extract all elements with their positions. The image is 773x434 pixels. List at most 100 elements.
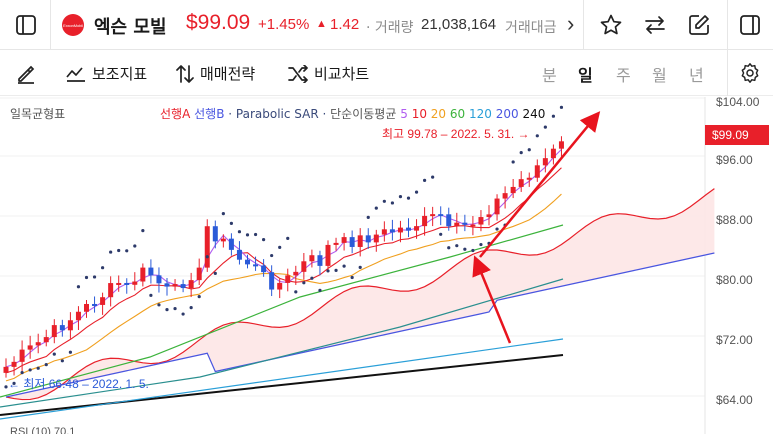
legend-ma-10: 10 — [411, 107, 427, 121]
psar-dot — [221, 212, 225, 216]
volume-label: · 거래량 — [366, 20, 414, 36]
candle-body — [454, 222, 460, 227]
psar-dot — [439, 232, 443, 236]
aux-indicator-button[interactable]: 보조지표 — [66, 63, 147, 84]
candle-body — [414, 226, 420, 231]
psar-dot — [92, 275, 97, 279]
period-month[interactable]: 월 — [652, 66, 667, 85]
price: $99.09 — [186, 11, 251, 34]
candle-body — [84, 303, 89, 312]
compare-chart-button[interactable]: 비교차트 — [288, 63, 369, 84]
current-price-tag: $99.09 — [705, 125, 769, 145]
candle-body — [518, 179, 524, 187]
psar-dot — [310, 276, 314, 280]
amount-label: 거래대금 — [505, 20, 557, 36]
candle-body — [325, 244, 331, 266]
candle-body — [317, 255, 323, 266]
candle-body — [43, 337, 49, 343]
settings-gear-icon[interactable] — [738, 61, 762, 85]
period-week[interactable]: 주 — [616, 66, 631, 85]
candle-body — [75, 311, 81, 321]
candle-body — [365, 235, 371, 243]
psar-dot — [60, 359, 64, 363]
low-price-label: ← 최저 66.48 – 2022. 1. 5. — [8, 377, 149, 391]
sidebar-toggle-icon[interactable] — [14, 13, 38, 37]
psar-dot — [358, 265, 362, 269]
senkou-b-line — [5, 252, 715, 398]
chart-canvas[interactable] — [0, 97, 773, 434]
psar-dot — [447, 246, 451, 250]
legend-ma-label: 단순이동평균 — [330, 107, 397, 121]
psar-dot — [149, 293, 153, 297]
drawing-pen-icon[interactable] — [14, 61, 38, 85]
chart-legend: 선행A 선행B · Parabolic SAR · 단순이동평균 5 10 20… — [160, 105, 545, 122]
candle-body — [349, 237, 355, 247]
psar-dot — [44, 362, 48, 367]
psar-dot — [431, 175, 435, 179]
candle-body — [285, 275, 291, 283]
change-up-icon: ▲ — [316, 18, 327, 30]
candle-body — [397, 227, 403, 233]
senkou-a-line — [5, 188, 715, 401]
psar-dot — [278, 245, 282, 250]
panel-toggle-icon[interactable] — [738, 13, 762, 37]
strategy-button[interactable]: 매매전략 — [176, 63, 255, 84]
psar-dot — [173, 306, 177, 311]
candle-body — [438, 214, 444, 217]
psar-dot — [68, 350, 72, 354]
period-year[interactable]: 년 — [689, 66, 704, 85]
candle-body — [486, 214, 492, 218]
psar-dot — [559, 105, 564, 109]
rsi-label: RSI (10) 70.1 — [10, 426, 76, 434]
ma-5-line — [5, 148, 562, 368]
psar-dot — [350, 275, 354, 280]
volume-value: 21,038,164 — [421, 16, 497, 33]
indicator-name: 일목균형표 — [10, 107, 66, 121]
star-icon[interactable] — [598, 12, 624, 38]
change-absolute: 1.42 — [330, 16, 360, 33]
more-arrow-icon[interactable]: › — [567, 11, 575, 36]
candle-body — [389, 229, 395, 233]
psar-dot — [237, 230, 242, 234]
edit-note-icon[interactable] — [686, 12, 712, 38]
psar-dot — [205, 255, 209, 259]
candle-body — [277, 282, 283, 290]
psar-dot — [414, 190, 419, 194]
indicator-chart-icon — [66, 66, 85, 82]
psar-dot — [84, 275, 89, 280]
candle-body — [3, 366, 9, 373]
psar-dot — [455, 244, 459, 248]
psar-dot — [141, 228, 145, 233]
strategy-label: 매매전략 — [200, 65, 256, 83]
chart-toolbar: 보조지표 매매전략 비교차트 분 일 주 월 년 — [0, 50, 773, 96]
psar-dot — [495, 227, 499, 231]
psar-dot — [181, 312, 185, 316]
psar-dot — [117, 248, 121, 253]
psar-dot — [101, 266, 105, 270]
price-chart[interactable]: 일목균형표 선행A 선행B · Parabolic SAR · 단순이동평균 5… — [0, 97, 773, 434]
trend-arrow-up — [479, 111, 601, 258]
candle-body — [204, 226, 210, 268]
candle-body — [67, 320, 73, 331]
psar-dot — [213, 271, 217, 275]
shuffle-icon — [288, 64, 308, 83]
high-price-label: 최고 99.78 – 2022. 5. 31. → — [382, 127, 530, 141]
psar-dot — [4, 385, 8, 389]
candle-body — [35, 342, 41, 346]
period-day[interactable]: 일 — [578, 66, 593, 85]
period-minute[interactable]: 분 — [542, 66, 557, 85]
psar-dot — [270, 253, 274, 258]
exxonmobil-logo: ExxonMobil — [62, 14, 84, 36]
candle-body — [164, 283, 170, 287]
candle-body — [430, 214, 436, 217]
legend-senkou-a: 선행A — [160, 107, 191, 121]
psar-dot — [36, 366, 40, 370]
legend-ma-240: 240 — [522, 107, 546, 121]
legend-senkou-b: 선행B — [194, 107, 225, 121]
psar-dot — [479, 242, 483, 247]
swap-arrows-icon[interactable] — [642, 12, 668, 38]
ma-240-line — [0, 354, 564, 416]
ma-120-line — [0, 278, 564, 408]
candle-body — [51, 325, 57, 338]
psar-dot — [157, 303, 161, 307]
